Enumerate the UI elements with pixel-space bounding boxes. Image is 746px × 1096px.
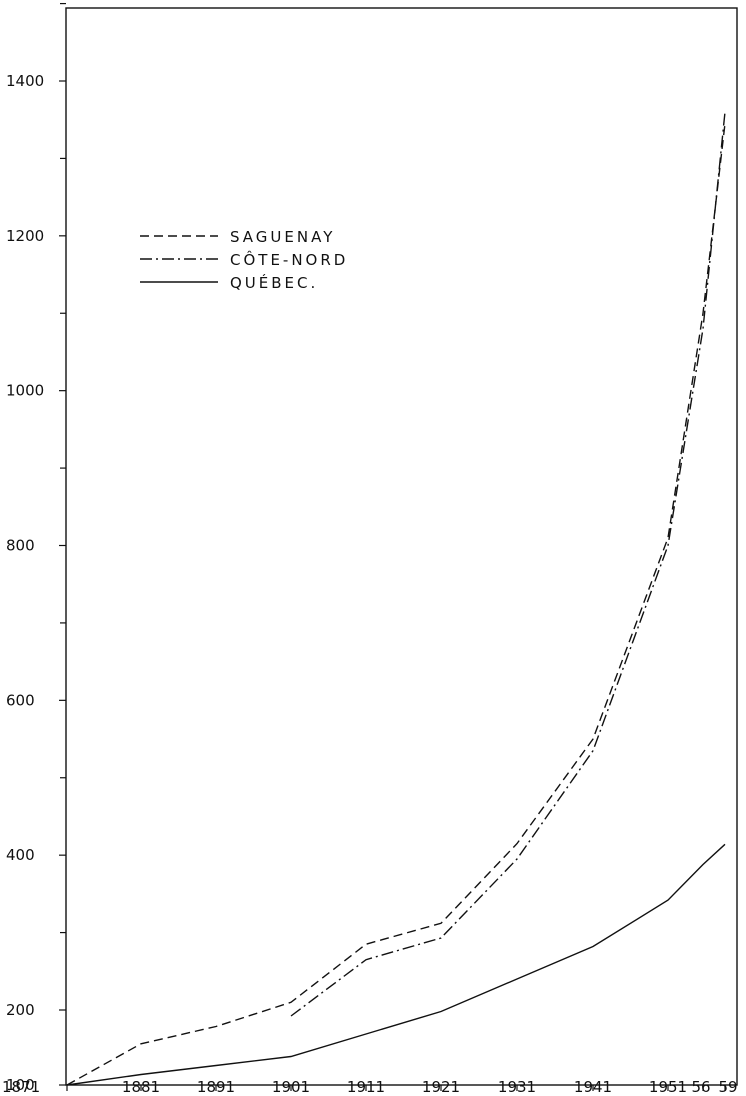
plot-frame	[65, 7, 738, 1086]
y-tick-label: 800	[6, 537, 35, 555]
series-lines	[66, 111, 726, 1086]
plot-border	[65, 7, 738, 1086]
legend-label-1: SAGUENAY	[230, 228, 335, 246]
y-tick-label: 600	[6, 691, 35, 709]
y-axis: 100 200 400 600 800 1000 1200 1400	[6, 2, 66, 1094]
x-axis: 1871 1881 1891 1901 1911 1921 1931 1941 1951 56 59	[2, 1078, 738, 1096]
x-tick-label: 1901	[272, 1078, 310, 1096]
x-tick-label: 1951	[649, 1078, 687, 1096]
x-tick-label: 1911	[347, 1078, 385, 1096]
y-tick-label: 400	[6, 846, 35, 864]
y-tick-label: 200	[6, 1001, 35, 1019]
x-tick-label: 56	[691, 1078, 710, 1096]
y-tick-label: 100	[6, 1076, 35, 1094]
x-tick-label: 1891	[197, 1078, 235, 1096]
series-line-1	[66, 123, 726, 1086]
x-tick-label: 1941	[574, 1078, 612, 1096]
x-tick-label: 1921	[422, 1078, 460, 1096]
y-tick-label: 1200	[6, 227, 44, 245]
series-line-3	[66, 843, 726, 1086]
y-tick-label: 1000	[6, 382, 44, 400]
series-line-2	[290, 111, 726, 1017]
legend-label-3: QUÉBEC.	[230, 273, 318, 292]
y-tick-label: 1400	[6, 72, 44, 90]
x-tick-label: 1931	[498, 1078, 536, 1096]
legend: SAGUENAY CÔTE-NORD QUÉBEC.	[140, 228, 348, 292]
legend-label-2: CÔTE-NORD	[230, 250, 348, 269]
x-tick-label: 59	[718, 1078, 737, 1096]
x-tick-label: 1871	[2, 1078, 40, 1096]
x-tick-label: 1881	[122, 1078, 160, 1096]
